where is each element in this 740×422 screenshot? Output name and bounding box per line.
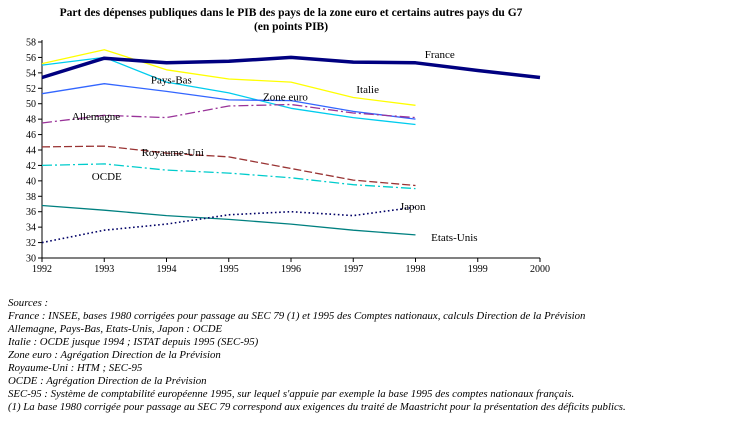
x-tick-label: 2000 xyxy=(530,264,550,275)
series-label-etats-unis: Etats-Unis xyxy=(431,232,477,244)
source-line: (1) La base 1980 corrigée pour passage a… xyxy=(8,401,626,413)
series-line-france xyxy=(41,55,541,80)
x-tick-label: 1993 xyxy=(94,264,114,275)
y-tick-label: 56 xyxy=(26,53,36,64)
source-line: Allemagne, Pays-Bas, Etats-Unis, Japon :… xyxy=(8,323,223,335)
y-tick-label: 40 xyxy=(26,176,36,187)
series-line-royaume-uni xyxy=(41,145,416,187)
y-tick-label: 36 xyxy=(26,207,36,218)
y-tick-label: 58 xyxy=(26,38,36,49)
series-label-pays-bas: Pays-Bas xyxy=(151,75,192,87)
y-tick-label: 44 xyxy=(26,146,36,157)
x-tick-label: 1996 xyxy=(281,264,301,275)
y-tick-label: 46 xyxy=(26,130,36,141)
x-tick-label: 1995 xyxy=(219,264,239,275)
source-line: Royaume-Uni : HTM ; SEC-95 xyxy=(8,362,143,374)
x-tick-label: 1997 xyxy=(343,264,363,275)
y-tick-label: 52 xyxy=(26,84,36,95)
y-tick-label: 32 xyxy=(26,238,36,249)
chart-title-line2: (en points PIB) xyxy=(253,21,329,33)
series-line-italie xyxy=(41,49,416,106)
x-tick-label: 1994 xyxy=(157,264,177,275)
y-tick-label: 38 xyxy=(26,192,36,203)
x-tick-label: 1999 xyxy=(468,264,488,275)
chart-title-line1: Part des dépenses publiques dans le PIB … xyxy=(59,7,523,19)
y-tick-label: 42 xyxy=(26,161,36,172)
series-label-royaume-uni: Royaume-Uni xyxy=(142,147,204,159)
y-tick-label: 54 xyxy=(26,68,36,79)
line-chart: 30 32 34 36 38 40 42 44 46 48 50 52 54 56 58 1992 1993 19… xyxy=(26,38,550,276)
y-tick-label: 34 xyxy=(26,223,36,234)
series-label-allemagne: Allemagne xyxy=(72,111,120,123)
series-label-italie: Italie xyxy=(356,84,379,96)
source-line: Zone euro : Agrégation Direction de la P… xyxy=(8,349,221,361)
series-line-zone-euro xyxy=(41,83,416,120)
source-line: Italie : OCDE jusque 1994 ; ISTAT depuis… xyxy=(8,336,259,348)
sources-block: Sources : France : INSEE, bases 1980 corr… xyxy=(8,297,732,414)
y-tick-label: 50 xyxy=(26,99,36,110)
series-line-ocde xyxy=(41,163,416,190)
series-label-zone-euro: Zone euro xyxy=(263,92,308,104)
series-line-allemagne xyxy=(41,103,416,124)
y-tick-label: 30 xyxy=(26,254,36,265)
series-label-ocde: OCDE xyxy=(92,171,122,183)
x-tick-label: 1998 xyxy=(406,264,426,275)
series-line-etats-unis xyxy=(41,204,416,236)
y-tick-label: 48 xyxy=(26,115,36,126)
source-line: SEC-95 : Système de comptabilité europée… xyxy=(8,388,575,400)
chart-title: Part des dépenses publiques dans le PIB … xyxy=(10,6,572,34)
series-label-japon: Japon xyxy=(400,201,426,213)
source-line: Sources : xyxy=(8,297,49,309)
series-line-japon xyxy=(41,206,416,244)
source-line: OCDE : Agrégation Direction de la Prévis… xyxy=(8,375,207,387)
source-line: France : INSEE, bases 1980 corrigées pou… xyxy=(8,310,586,322)
series-label-france: France xyxy=(425,49,455,61)
x-tick-label: 1992 xyxy=(32,264,52,275)
